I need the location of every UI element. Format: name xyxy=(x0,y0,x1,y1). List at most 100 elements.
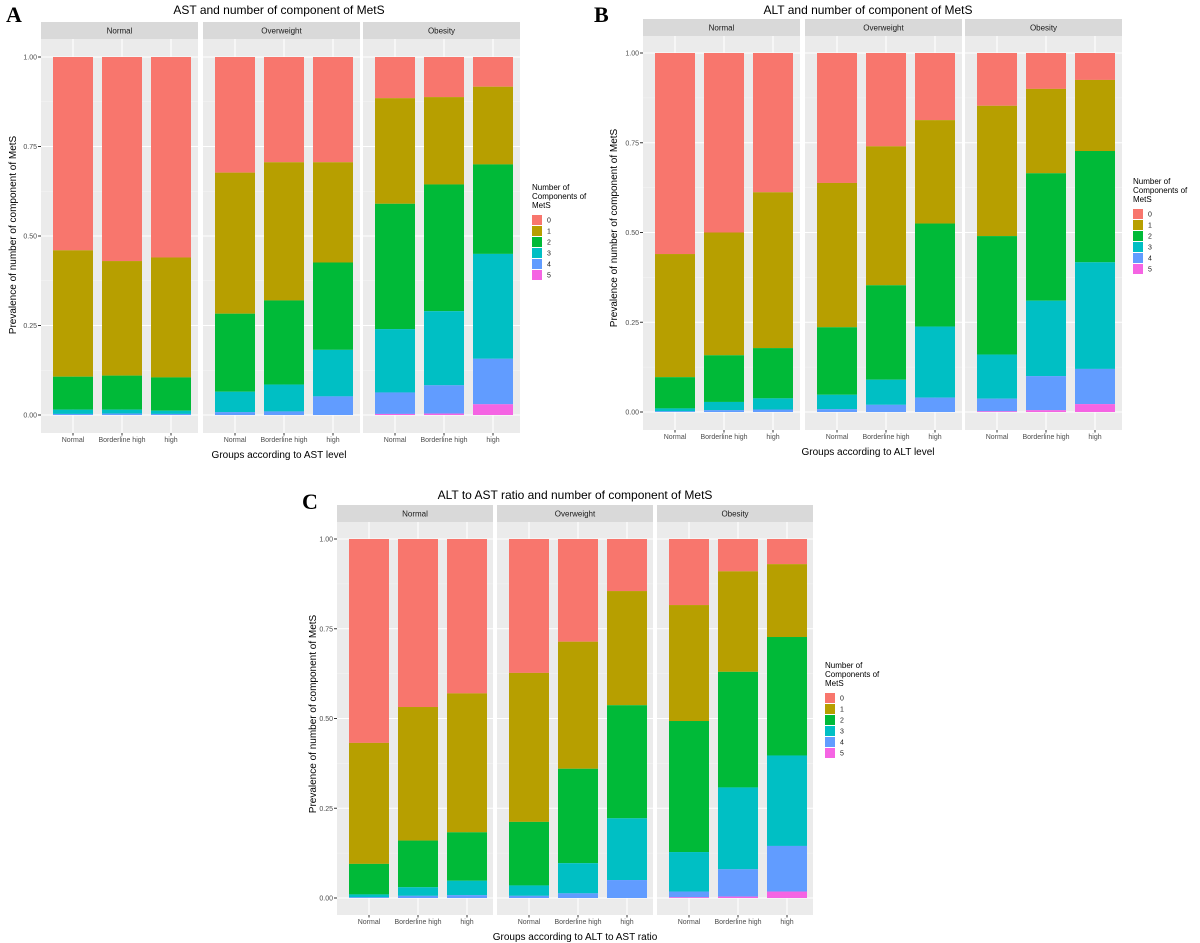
bar-segment-4 xyxy=(669,891,709,898)
bar-segment-4 xyxy=(817,409,857,412)
y-tick-label: 0.50 xyxy=(23,234,37,241)
facet-normal: Normal Normal Borderline high high xyxy=(41,22,198,444)
x-tick-label: high xyxy=(460,919,473,926)
facet-strip xyxy=(643,19,800,36)
stacked-bar-borderline-high xyxy=(398,539,438,898)
bar-segment-4 xyxy=(398,895,438,898)
legend-title-line: MetS xyxy=(825,679,844,688)
y-axis-title-c: Prevalence of number of component of Met… xyxy=(308,614,319,813)
stacked-bar-normal xyxy=(349,539,389,898)
bar-segment-2 xyxy=(53,376,93,410)
bar-segment-2 xyxy=(607,705,647,819)
legend-title-line: Components of xyxy=(825,670,880,679)
bar-segment-3 xyxy=(607,818,647,881)
legend-label-4: 4 xyxy=(840,740,844,747)
legend-label-3: 3 xyxy=(840,729,844,736)
stacked-bar-high xyxy=(473,57,513,415)
stacked-bar-normal xyxy=(375,57,415,415)
bar-segment-1 xyxy=(473,86,513,165)
bar-segment-0 xyxy=(375,57,415,99)
x-tick-label: Borderline high xyxy=(700,434,747,441)
facet-strip-label: Overweight xyxy=(863,24,904,33)
bar-segment-4 xyxy=(767,845,807,892)
facet-strip xyxy=(203,22,360,39)
facet-strip xyxy=(497,505,653,522)
bar-segment-2 xyxy=(375,203,415,330)
stacked-bar-normal xyxy=(977,53,1017,412)
bar-segment-3 xyxy=(473,253,513,359)
facet-normal: Normal Normal Borderline high high xyxy=(337,505,493,926)
bar-segment-1 xyxy=(375,98,415,204)
panel-letter-b: B xyxy=(594,2,609,27)
stacked-bar-normal xyxy=(655,53,695,412)
bar-segment-3 xyxy=(509,885,549,896)
bar-segment-4 xyxy=(915,397,955,412)
bar-segment-5 xyxy=(424,413,464,415)
bar-segment-3 xyxy=(375,329,415,393)
facet-strip xyxy=(363,22,520,39)
bar-segment-0 xyxy=(151,57,191,258)
bar-segment-1 xyxy=(866,146,906,286)
stacked-bar-high xyxy=(767,539,807,898)
facet-overweight: Overweight Normal Borderline high high xyxy=(497,505,653,926)
bar-segment-0 xyxy=(349,539,389,743)
facet-strip-label: Obesity xyxy=(1030,24,1057,33)
y-tick-label: 0.25 xyxy=(319,806,333,813)
facet-strip-label: Obesity xyxy=(721,510,748,519)
legend-label-1: 1 xyxy=(1148,223,1152,230)
stacked-bar-normal xyxy=(817,53,857,412)
legend-label-0: 0 xyxy=(1148,212,1152,219)
bar-segment-4 xyxy=(53,413,93,415)
x-tick-label: Normal xyxy=(62,437,85,444)
legend-key-5 xyxy=(825,748,835,758)
x-tick-label: high xyxy=(164,437,177,444)
bar-segment-2 xyxy=(669,721,709,853)
legend-key-0 xyxy=(532,215,542,225)
x-tick-label: Normal xyxy=(826,434,849,441)
bar-segment-5 xyxy=(473,404,513,415)
x-tick-label: high xyxy=(766,434,779,441)
bar-segment-3 xyxy=(398,887,438,896)
bar-segment-1 xyxy=(655,254,695,378)
bar-segment-0 xyxy=(1026,53,1066,89)
y-tick-label: 0.25 xyxy=(23,323,37,330)
legend-title-line: Components of xyxy=(1133,186,1188,195)
legend-label-0: 0 xyxy=(840,696,844,703)
bar-segment-4 xyxy=(1075,368,1115,405)
stacked-bar-borderline-high xyxy=(102,57,142,415)
facet-strip xyxy=(41,22,198,39)
stacked-bar-borderline-high xyxy=(866,53,906,412)
x-tick-label: Normal xyxy=(384,437,407,444)
bar-segment-3 xyxy=(349,894,389,898)
x-axis-title-c: Groups according to ALT to AST ratio xyxy=(493,932,658,943)
bar-segment-3 xyxy=(655,408,695,412)
legend-label-5: 5 xyxy=(1148,267,1152,274)
bar-segment-0 xyxy=(866,53,906,147)
legend-label-4: 4 xyxy=(1148,256,1152,263)
bar-segment-4 xyxy=(313,396,353,415)
x-tick-label: high xyxy=(928,434,941,441)
legend-key-0 xyxy=(1133,209,1143,219)
chart-panel-b: 0.00 0.25 0.50 0.75 1.00 Normal Normal Borderli… xyxy=(625,19,1122,441)
y-tick-label: 1.00 xyxy=(319,537,333,544)
bar-segment-5 xyxy=(375,413,415,415)
bar-segment-3 xyxy=(447,880,487,896)
bar-segment-0 xyxy=(669,539,709,606)
bar-segment-2 xyxy=(1075,151,1115,263)
stacked-bar-normal xyxy=(669,539,709,898)
facet-normal: Normal Normal Borderline high high xyxy=(643,19,800,441)
bar-segment-2 xyxy=(866,285,906,380)
bar-segment-4 xyxy=(1026,376,1066,411)
x-tick-label: Normal xyxy=(986,434,1009,441)
stacked-bar-borderline-high xyxy=(558,539,598,898)
bar-segment-1 xyxy=(215,172,255,314)
facet-strip-label: Overweight xyxy=(261,27,302,36)
facet-strip xyxy=(805,19,962,36)
bar-segment-4 xyxy=(558,893,598,898)
bar-segment-3 xyxy=(866,379,906,405)
bar-segment-2 xyxy=(447,832,487,881)
bar-segment-0 xyxy=(509,539,549,673)
stacked-bar-high xyxy=(607,539,647,898)
bar-segment-2 xyxy=(1026,173,1066,301)
bar-segment-3 xyxy=(424,311,464,386)
